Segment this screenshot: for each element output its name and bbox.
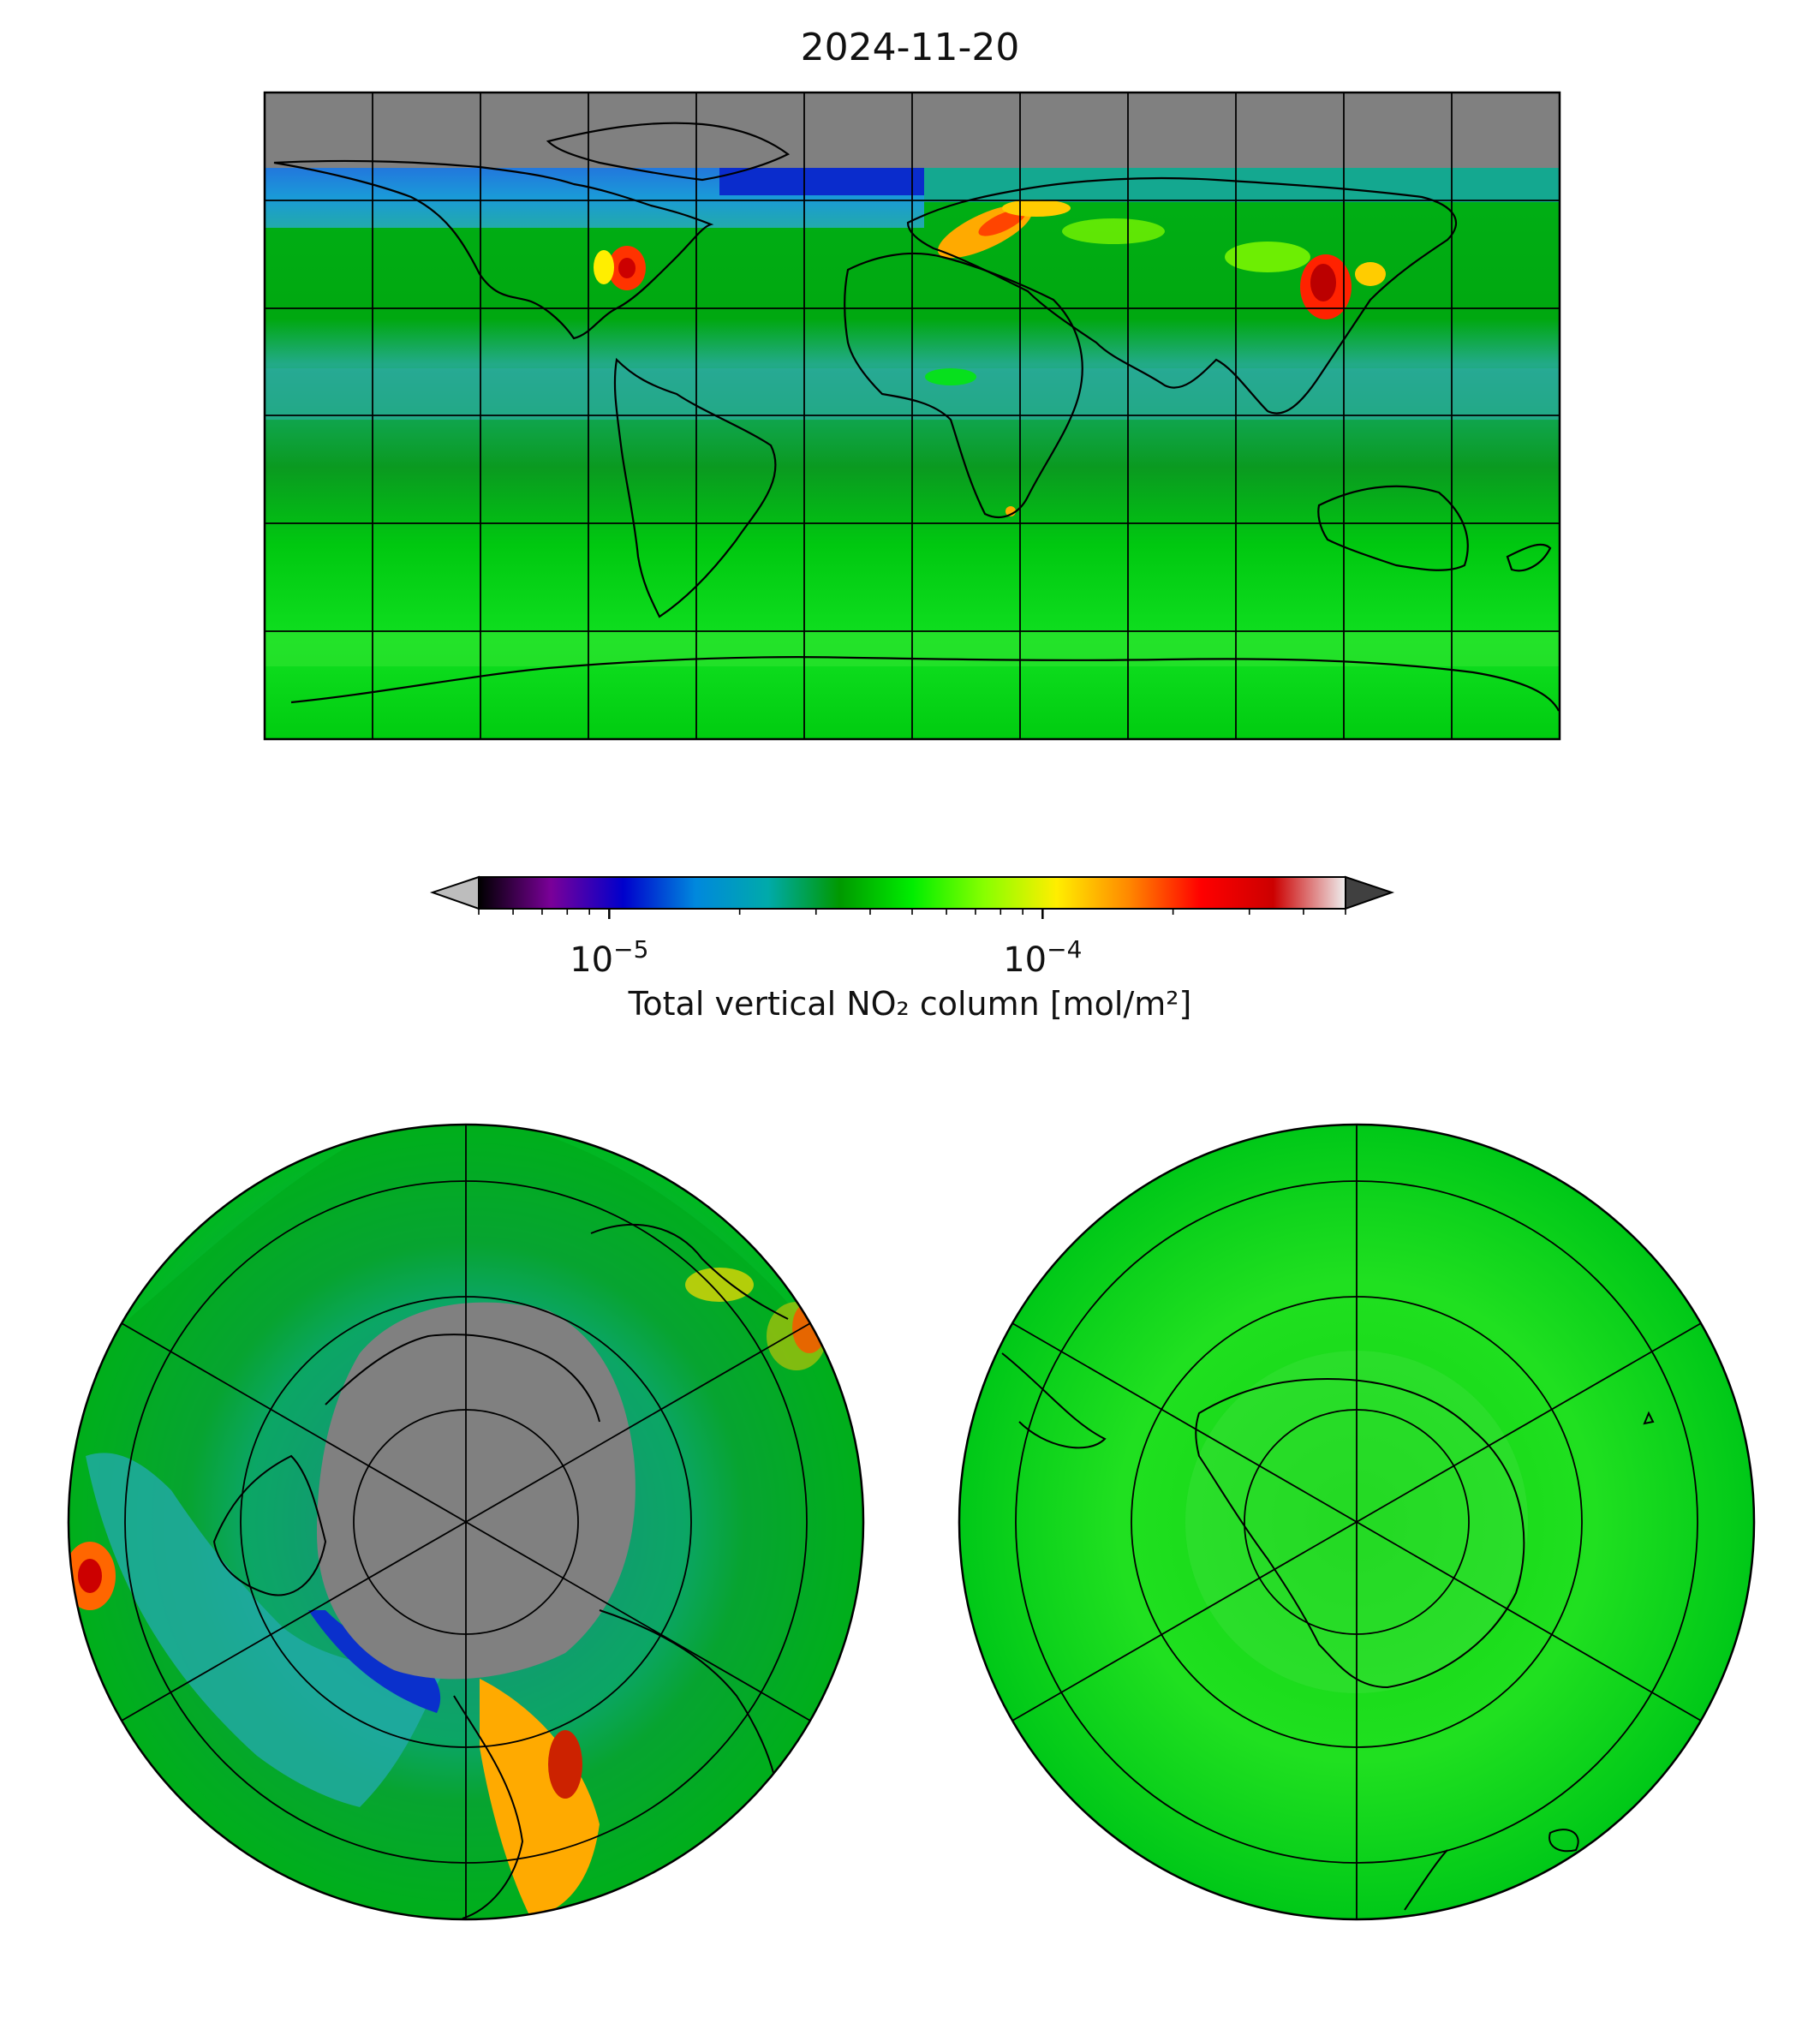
colorbar-extend-low — [429, 875, 480, 910]
colorbar-tick-label: 10−5 — [570, 935, 648, 980]
colorbar-tick-label: 10−4 — [1003, 935, 1082, 980]
colorbar-label: Total vertical NO₂ column [mol/m²] — [628, 985, 1192, 1023]
colorbar-gradient — [478, 876, 1346, 910]
colorbar-ticks — [478, 909, 1346, 919]
north-polar-nodata — [317, 1302, 636, 1680]
north-polar-gridlines — [121, 1125, 811, 1919]
north-polar-coastlines — [212, 1224, 789, 1919]
global-map-gridlines — [265, 92, 1560, 739]
south-polar-gridlines — [1011, 1125, 1702, 1919]
global-map-coastlines — [273, 122, 1560, 712]
figure-title: 2024-11-20 — [800, 26, 1020, 69]
south-polar-coastlines — [1001, 1352, 1655, 1911]
south-polar-map — [958, 1123, 1756, 1921]
colorbar-extend-high — [1345, 875, 1395, 910]
north-polar-map — [67, 1123, 865, 1921]
colorbar: 10−5 10−4 — [429, 875, 1395, 980]
